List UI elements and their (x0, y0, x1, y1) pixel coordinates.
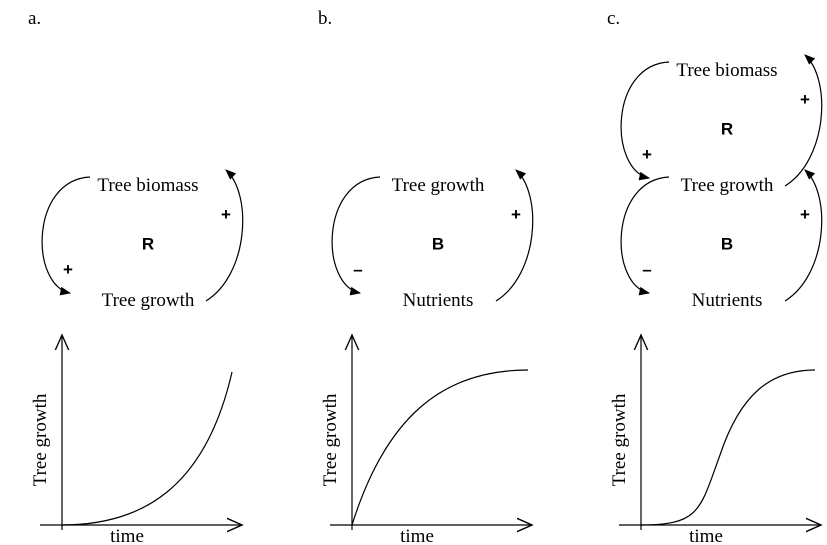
sign: + (800, 205, 810, 224)
growth-curve (61, 371, 233, 526)
growth-curve (351, 369, 529, 526)
loop-arrow (495, 169, 534, 302)
panel-label: c. (607, 8, 620, 29)
x-axis-label: time (400, 526, 434, 545)
loop-arrow (784, 169, 823, 302)
sign: + (511, 205, 521, 224)
loop-arrow (331, 176, 381, 296)
x-axis-label: time (689, 526, 723, 545)
x-axis-label: time (110, 526, 144, 545)
sign: + (642, 145, 652, 164)
y-axis-label: Tree growth (609, 393, 630, 486)
loop-arrow (620, 61, 670, 181)
sign: + (221, 205, 231, 224)
loop-arrow (620, 176, 670, 296)
sign: + (800, 90, 810, 109)
node-label: Nutrients (692, 290, 763, 311)
sign: – (642, 260, 651, 279)
node-label: Tree growth (102, 290, 195, 311)
y-axis-label: Tree growth (30, 393, 51, 486)
loop-type: R (142, 235, 154, 254)
y-axis-label: Tree growth (320, 393, 341, 486)
panel-label: a. (28, 8, 41, 29)
loop-arrow (41, 176, 91, 296)
loop-arrow (205, 169, 244, 302)
loop-type: R (721, 120, 733, 139)
growth-curve (640, 369, 816, 526)
node-label: Tree biomass (97, 175, 198, 196)
loop-type: B (432, 235, 444, 254)
node-label: Tree growth (681, 175, 774, 196)
node-label: Tree growth (392, 175, 485, 196)
node-label: Nutrients (403, 290, 474, 311)
loop-arrow (784, 54, 823, 187)
loop-type: B (721, 235, 733, 254)
panel-label: b. (318, 8, 332, 29)
sign: – (353, 260, 362, 279)
sign: + (63, 260, 73, 279)
node-label: Tree biomass (676, 60, 777, 81)
